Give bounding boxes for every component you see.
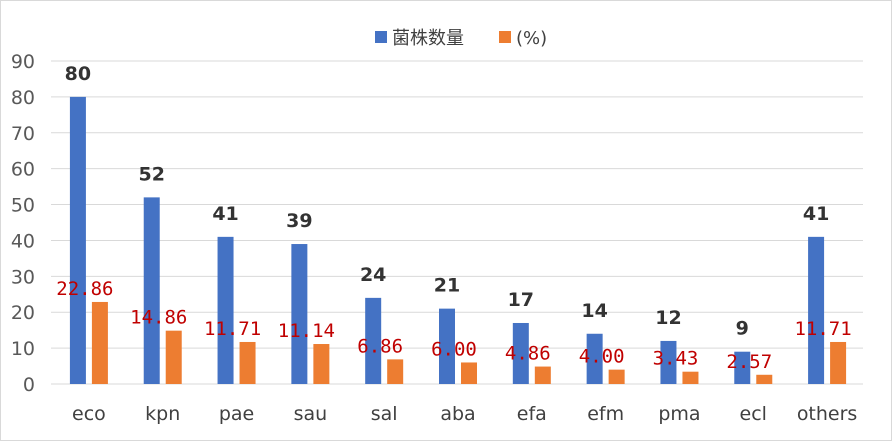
y-tick-label: 70 xyxy=(11,123,35,145)
x-tick-label-eco: eco xyxy=(72,403,106,425)
x-tick-label-efa: efa xyxy=(517,403,547,425)
y-tick-label: 60 xyxy=(11,159,35,181)
data-label-series-1-sau: 39 xyxy=(286,210,312,232)
y-tick-label: 50 xyxy=(11,195,35,217)
bar-series-2-efa xyxy=(534,366,551,384)
y-axis: 0 10 20 30 40 50 60 70 80 90 xyxy=(11,51,35,396)
data-labels: 80 22.86 52 14.86 41 11.71 39 11.14 24 6.86 21 6.00… xyxy=(56,63,851,373)
bar-series-2-pma xyxy=(682,371,699,384)
data-label-series-1-efa: 17 xyxy=(508,289,534,311)
y-tick-label: 30 xyxy=(11,266,35,288)
bar-series-2-others xyxy=(830,341,847,384)
data-label-series-1-sal: 24 xyxy=(360,264,386,286)
data-label-series-2-efm: 4.00 xyxy=(579,346,625,368)
x-tick-label-kpn: kpn xyxy=(145,403,180,425)
bar-series-2-ecl xyxy=(756,374,773,384)
bar-series-1-others xyxy=(808,236,825,384)
legend-label-series-2: (%) xyxy=(516,28,547,49)
data-label-series-1-eco: 80 xyxy=(65,63,91,85)
x-tick-label-efm: efm xyxy=(587,403,624,425)
data-label-series-2-ecl: 2.57 xyxy=(726,351,772,373)
x-tick-label-sal: sal xyxy=(371,403,398,425)
bar-series-2-kpn xyxy=(165,330,182,384)
x-tick-label-pae: pae xyxy=(219,403,254,425)
x-tick-label-sau: sau xyxy=(294,403,328,425)
x-tick-label-others: others xyxy=(797,403,858,425)
y-tick-label: 20 xyxy=(11,302,35,324)
x-tick-label-ecl: ecl xyxy=(740,403,767,425)
x-axis: eco kpn pae sau sal aba efa efm pma ecl others xyxy=(72,403,857,425)
data-label-series-1-efm: 14 xyxy=(581,300,607,322)
bar-series-1-efa xyxy=(512,322,529,384)
gridlines xyxy=(51,60,863,385)
legend-swatch-series-2 xyxy=(499,31,511,43)
data-label-series-2-eco: 22.86 xyxy=(56,278,113,300)
x-tick-label-aba: aba xyxy=(440,403,475,425)
bar-series-1-sau xyxy=(291,244,308,384)
y-tick-label: 90 xyxy=(11,51,35,73)
data-label-series-2-pae: 11.71 xyxy=(204,318,261,340)
data-label-series-1-aba: 21 xyxy=(434,275,460,297)
bar-series-1-pae xyxy=(217,236,234,384)
legend-label-series-1: 菌株数量 xyxy=(392,28,464,49)
data-label-series-1-others: 41 xyxy=(803,203,829,225)
data-label-series-1-pae: 41 xyxy=(212,203,238,225)
y-tick-label: 10 xyxy=(11,338,35,360)
bar-series-2-eco xyxy=(91,301,108,384)
x-tick-label-pma: pma xyxy=(658,403,700,425)
data-label-series-2-sau: 11.14 xyxy=(278,320,335,342)
bars xyxy=(69,96,847,384)
data-label-series-2-aba: 6.00 xyxy=(431,338,477,360)
bar-series-1-sal xyxy=(365,297,382,384)
data-label-series-2-others: 11.71 xyxy=(794,318,851,340)
data-label-series-2-efa: 4.86 xyxy=(505,343,551,365)
y-tick-label: 0 xyxy=(23,374,35,396)
data-label-series-1-pma: 12 xyxy=(655,307,681,329)
bar-series-2-sal xyxy=(387,359,404,384)
y-tick-label: 40 xyxy=(11,230,35,252)
data-label-series-2-sal: 6.86 xyxy=(357,335,403,357)
bar-series-2-pae xyxy=(239,341,256,384)
bar-series-1-efm xyxy=(586,333,603,384)
legend: 菌株数量 (%) xyxy=(375,28,547,49)
bar-series-1-ecl xyxy=(734,351,751,384)
y-tick-label: 80 xyxy=(11,87,35,109)
bar-series-1-eco xyxy=(69,96,86,384)
legend-swatch-series-1 xyxy=(375,31,387,43)
bar-series-1-kpn xyxy=(143,197,160,384)
bar-series-1-pma xyxy=(660,340,677,384)
data-label-series-2-kpn: 14.86 xyxy=(130,307,187,329)
bar-series-2-aba xyxy=(461,362,477,384)
data-label-series-1-kpn: 52 xyxy=(139,163,165,185)
data-label-series-2-pma: 3.43 xyxy=(653,348,699,370)
bar-series-1-aba xyxy=(439,308,455,384)
bar-series-2-sau xyxy=(313,344,330,384)
data-label-series-1-ecl: 9 xyxy=(736,318,749,340)
bar-series-2-efm xyxy=(608,369,625,384)
